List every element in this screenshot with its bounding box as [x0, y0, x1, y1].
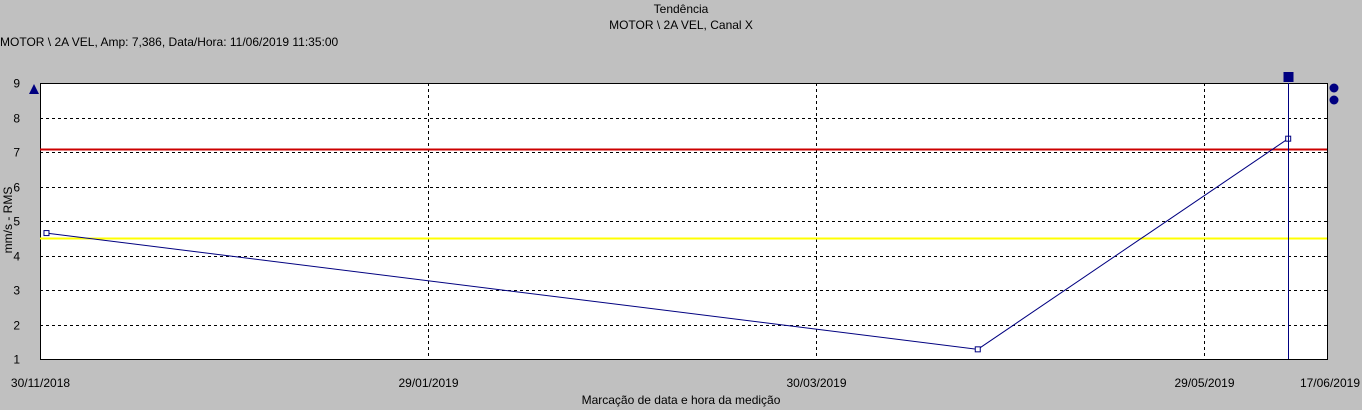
right-marker-dot-icon[interactable] — [1329, 95, 1339, 105]
side-markers[interactable] — [29, 83, 1339, 105]
data-point[interactable] — [43, 230, 50, 237]
y-tick-label: 2 — [13, 319, 20, 333]
y-tick-label: 6 — [13, 181, 20, 195]
x-tick-label: 29/01/2019 — [398, 376, 458, 390]
x-tick-label: 17/06/2019 — [1300, 376, 1360, 390]
x-tick-label: 30/03/2019 — [786, 376, 846, 390]
x-tick-label: 30/11/2018 — [11, 376, 70, 390]
y-tick-label: 8 — [13, 112, 20, 126]
cursor-info: MOTOR \ 2A VEL, Amp: 7,386, Data/Hora: 1… — [0, 35, 339, 49]
y-tick-label: 9 — [13, 77, 20, 91]
y-tick-label: 5 — [13, 215, 20, 229]
y-tick-label: 4 — [13, 250, 20, 264]
data-point[interactable] — [974, 346, 981, 353]
y-axis-ticks: 1 2 3 4 5 6 7 8 9 — [13, 77, 20, 367]
y-tick-label: 3 — [13, 284, 20, 298]
x-axis-label: Marcação de data e hora da medição — [581, 393, 781, 407]
chart-subtitle: MOTOR \ 2A VEL, Canal X — [609, 18, 753, 32]
chart-title: Tendência — [653, 2, 709, 16]
y-tick-label: 1 — [13, 353, 20, 367]
grid — [40, 83, 1327, 359]
y-axis-label: mm/s - RMS — [1, 186, 15, 254]
cursor-handle[interactable] — [1283, 72, 1294, 82]
y-tick-label: 7 — [13, 146, 20, 160]
right-marker-dot-icon[interactable] — [1329, 83, 1339, 93]
threshold-lines — [40, 148, 1327, 240]
x-tick-label: 29/05/2019 — [1174, 376, 1234, 390]
left-scroll-triangle-icon[interactable] — [29, 84, 39, 94]
cursor[interactable] — [1283, 72, 1294, 359]
x-axis-ticks: 30/11/2018 29/01/2019 30/03/2019 29/05/2019… — [11, 376, 1360, 390]
